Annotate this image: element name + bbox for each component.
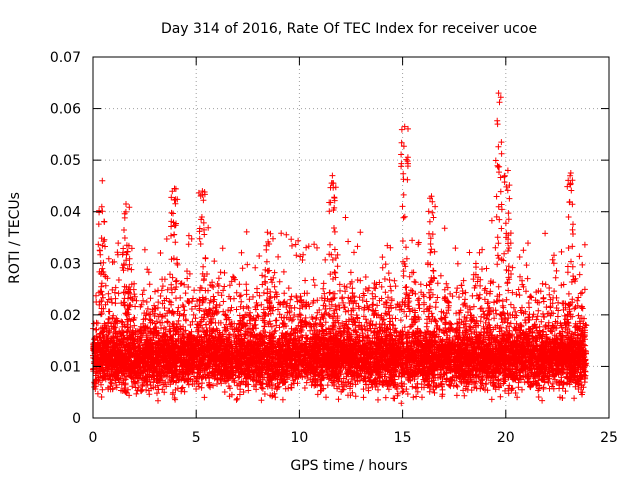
x-tick-label: 0: [89, 430, 98, 446]
y-tick-label: 0.01: [50, 359, 81, 375]
y-axis-label: ROTI / TECUs: [7, 192, 23, 284]
x-tick-labels: 0 5 10 15 20 25: [89, 430, 618, 446]
x-tick-label: 5: [192, 430, 201, 446]
data-points: [90, 90, 590, 407]
chart-title: Day 314 of 2016, Rate Of TEC Index for r…: [161, 21, 537, 37]
plot-frame: [92, 56, 610, 419]
axis-ticks: [92, 56, 610, 419]
y-tick-label: 0.05: [50, 153, 81, 169]
x-tick-label: 15: [394, 430, 412, 446]
y-tick-label: 0.04: [50, 205, 81, 221]
y-tick-label: 0.07: [50, 50, 81, 66]
y-tick-label: 0.03: [50, 256, 81, 272]
y-tick-label: 0: [72, 411, 81, 427]
x-tick-label: 20: [497, 430, 515, 446]
x-axis-label: GPS time / hours: [290, 458, 407, 474]
scatter-markers: [90, 90, 590, 407]
x-tick-label: 10: [290, 430, 308, 446]
y-tick-labels: 0 0.01 0.02 0.03 0.04 0.05 0.06 0.07: [50, 50, 81, 427]
x-tick-label: 25: [600, 430, 618, 446]
y-tick-label: 0.06: [50, 102, 81, 118]
y-tick-label: 0.02: [50, 308, 81, 324]
